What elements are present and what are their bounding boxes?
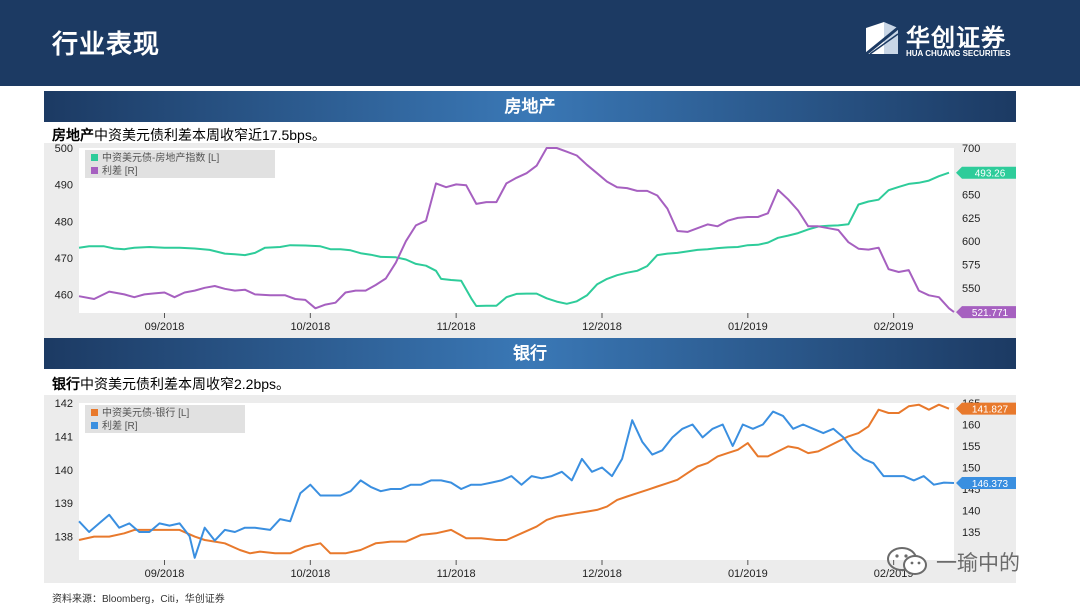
series-line-1 — [78, 403, 950, 555]
banks-chart: 13813914014114213514014515015516016509/2… — [44, 395, 1016, 583]
page-title: 行业表现 — [52, 29, 161, 59]
section-header-real-estate: 房地产 — [44, 91, 1016, 122]
y-left-tick-label: 138 — [55, 532, 73, 544]
y-right-tick-label: 550 — [962, 283, 980, 295]
real-estate-note: 房地产中资美元债利差本周收窄近17.5bps。 — [52, 125, 326, 145]
y-right-tick-label: 700 — [962, 143, 980, 155]
x-tick-label: 11/2018 — [437, 321, 476, 333]
banks-note-bold: 银行 — [52, 376, 80, 392]
header-bar: 行业表现 华创证券 HUA CHUANG SECURITIES — [0, 0, 1080, 86]
y-left-tick-label: 500 — [55, 143, 73, 155]
chart-legend: 中资美元债-银行 [L]利差 [R] — [85, 405, 245, 433]
y-left-tick-label: 142 — [55, 398, 73, 410]
source-note: 资料来源：Bloomberg，Citi，华创证券 — [52, 594, 225, 605]
legend-label: 利差 [R] — [102, 164, 138, 177]
x-tick-label: 09/2018 — [145, 321, 185, 333]
legend-label: 中资美元债-房地产指数 [L] — [102, 151, 219, 164]
y-right-tick-label: 160 — [962, 420, 980, 432]
watermark-text: 一瑜中的 — [936, 552, 1020, 575]
x-tick-label: 10/2018 — [290, 321, 330, 333]
y-left-tick-label: 470 — [55, 253, 73, 265]
chart-legend: 中资美元债-房地产指数 [L]利差 [R] — [85, 150, 275, 178]
x-tick-label: 01/2019 — [728, 321, 768, 333]
x-tick-label: 11/2018 — [437, 568, 476, 580]
last-value-label: 146.373 — [972, 479, 1009, 490]
y-right-tick-label: 575 — [962, 260, 980, 272]
y-left-tick-label: 460 — [55, 290, 73, 302]
y-right-tick-label: 135 — [962, 527, 980, 539]
legend-swatch — [91, 154, 98, 161]
banks-note-text: 中资美元债利差本周收窄2.2bps。 — [80, 376, 291, 392]
y-left-tick-label: 480 — [55, 216, 73, 228]
series-line-2 — [78, 147, 955, 313]
watermark: 一瑜中的 — [884, 545, 1054, 577]
x-tick-label: 02/2019 — [874, 568, 914, 580]
x-tick-label: 01/2019 — [728, 568, 768, 580]
last-value-tag — [956, 402, 1016, 415]
last-value-tag — [956, 477, 1016, 490]
brand-name-en: HUA CHUANG SECURITIES — [906, 49, 1011, 58]
real-estate-note-text: 中资美元债利差本周收窄近17.5bps。 — [94, 127, 326, 143]
y-left-tick-label: 140 — [55, 465, 73, 477]
y-right-tick-label: 625 — [962, 213, 980, 225]
section-header-banks: 银行 — [44, 338, 1016, 369]
wechat-icon — [887, 547, 927, 575]
y-left-tick-label: 139 — [55, 498, 73, 510]
brand-name-cn: 华创证券 — [906, 25, 1006, 52]
x-tick-label: 10/2018 — [290, 568, 330, 580]
legend-background — [85, 405, 245, 433]
last-value-tag — [956, 306, 1016, 319]
legend-swatch — [91, 422, 98, 429]
legend-label: 中资美元债-银行 [L] — [102, 406, 189, 419]
series-line-2 — [78, 410, 955, 559]
y-left-tick-label: 141 — [55, 431, 73, 443]
real-estate-note-bold: 房地产 — [52, 127, 94, 143]
last-value-tag — [956, 166, 1016, 179]
legend-label: 利差 [R] — [102, 419, 138, 432]
last-value-label: 493.26 — [975, 169, 1006, 180]
x-tick-label: 02/2019 — [874, 321, 914, 333]
real-estate-chart: 46047048049050055057560062565067570009/2… — [44, 143, 1016, 338]
y-right-tick-label: 600 — [962, 236, 980, 248]
banks-note: 银行中资美元债利差本周收窄2.2bps。 — [52, 374, 290, 394]
series-line-1 — [78, 171, 950, 307]
legend-background — [85, 150, 275, 178]
y-left-tick-label: 490 — [55, 180, 73, 192]
x-tick-label: 12/2018 — [582, 568, 622, 580]
y-right-tick-label: 140 — [962, 506, 980, 518]
y-right-tick-label: 650 — [962, 190, 980, 202]
last-value-label: 141.827 — [972, 405, 1009, 416]
legend-swatch — [91, 167, 98, 174]
x-tick-label: 12/2018 — [582, 321, 622, 333]
y-right-tick-label: 155 — [962, 441, 980, 453]
y-right-tick-label: 150 — [962, 463, 980, 475]
last-value-label: 521.771 — [972, 308, 1009, 319]
brand-logo-icon — [865, 22, 899, 56]
x-tick-label: 09/2018 — [145, 568, 185, 580]
legend-swatch — [91, 409, 98, 416]
brand-logo: 华创证券 HUA CHUANG SECURITIES — [862, 18, 1032, 62]
